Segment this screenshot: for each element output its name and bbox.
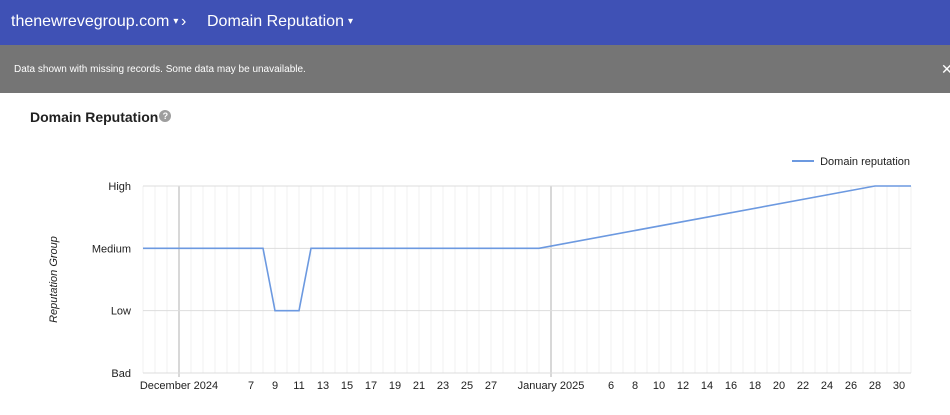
x-tick-label: 10 <box>653 380 665 392</box>
x-tick-label: 27 <box>485 380 497 392</box>
x-tick-label: 15 <box>341 380 353 392</box>
x-tick-label: 25 <box>461 380 473 392</box>
chart-legend: Domain reputation <box>792 156 910 168</box>
top-app-bar: thenewrevegroup.com ▾ › Domain Reputation… <box>0 0 950 45</box>
y-tick-label: Medium <box>92 243 131 255</box>
legend-swatch <box>792 160 815 162</box>
x-tick-label: 19 <box>389 380 401 392</box>
x-tick-label: 20 <box>773 380 785 392</box>
close-icon[interactable]: ✕ <box>941 61 950 77</box>
help-icon[interactable]: ? <box>159 110 172 122</box>
x-tick-label: 24 <box>821 380 833 392</box>
x-tick-label: 16 <box>725 380 737 392</box>
x-tick-label: 17 <box>365 380 377 392</box>
chevron-down-icon: ▾ <box>347 16 353 27</box>
y-tick-label: Bad <box>111 368 131 380</box>
x-tick-label: January 2025 <box>518 380 585 392</box>
banner-message: Data shown with missing records. Some da… <box>14 64 306 75</box>
breadcrumb-separator-icon: › <box>181 13 187 30</box>
x-tick-label: 26 <box>845 380 857 392</box>
report-label: Domain Reputation <box>207 13 344 30</box>
x-tick-label: 14 <box>701 380 713 392</box>
property-selector[interactable]: thenewrevegroup.com ▾ <box>11 0 178 45</box>
x-tick-label: 18 <box>749 380 761 392</box>
x-tick-label: 6 <box>608 380 614 392</box>
warning-banner: Data shown with missing records. Some da… <box>0 45 950 93</box>
x-tick-label: 12 <box>677 380 689 392</box>
y-axis-title: Reputation Group <box>48 236 60 323</box>
page-title: Domain Reputation? <box>30 109 172 125</box>
x-tick-label: 7 <box>248 380 254 392</box>
x-tick-label: 9 <box>272 380 278 392</box>
x-tick-label: 23 <box>437 380 449 392</box>
series-line-domain-reputation <box>143 185 911 312</box>
x-tick-label: 30 <box>893 380 905 392</box>
x-tick-label: 11 <box>293 380 304 392</box>
y-tick-label: Low <box>111 306 131 318</box>
reputation-chart: Bad Low Medium High Reputation Group December… <box>48 181 912 392</box>
section-title-text: Domain Reputation <box>30 109 159 125</box>
report-selector[interactable]: Domain Reputation ▾ <box>207 0 353 45</box>
x-tick-label: 21 <box>413 380 425 392</box>
property-label: thenewrevegroup.com <box>11 13 170 30</box>
chevron-down-icon: ▾ <box>173 16 179 27</box>
x-tick-label: 13 <box>317 380 329 392</box>
y-tick-label: High <box>108 181 131 193</box>
x-tick-label: 8 <box>632 380 638 392</box>
x-tick-label: 22 <box>797 380 809 392</box>
x-tick-label: December 2024 <box>140 380 218 392</box>
x-tick-label: 28 <box>869 380 881 392</box>
legend-label: Domain reputation <box>820 156 910 168</box>
